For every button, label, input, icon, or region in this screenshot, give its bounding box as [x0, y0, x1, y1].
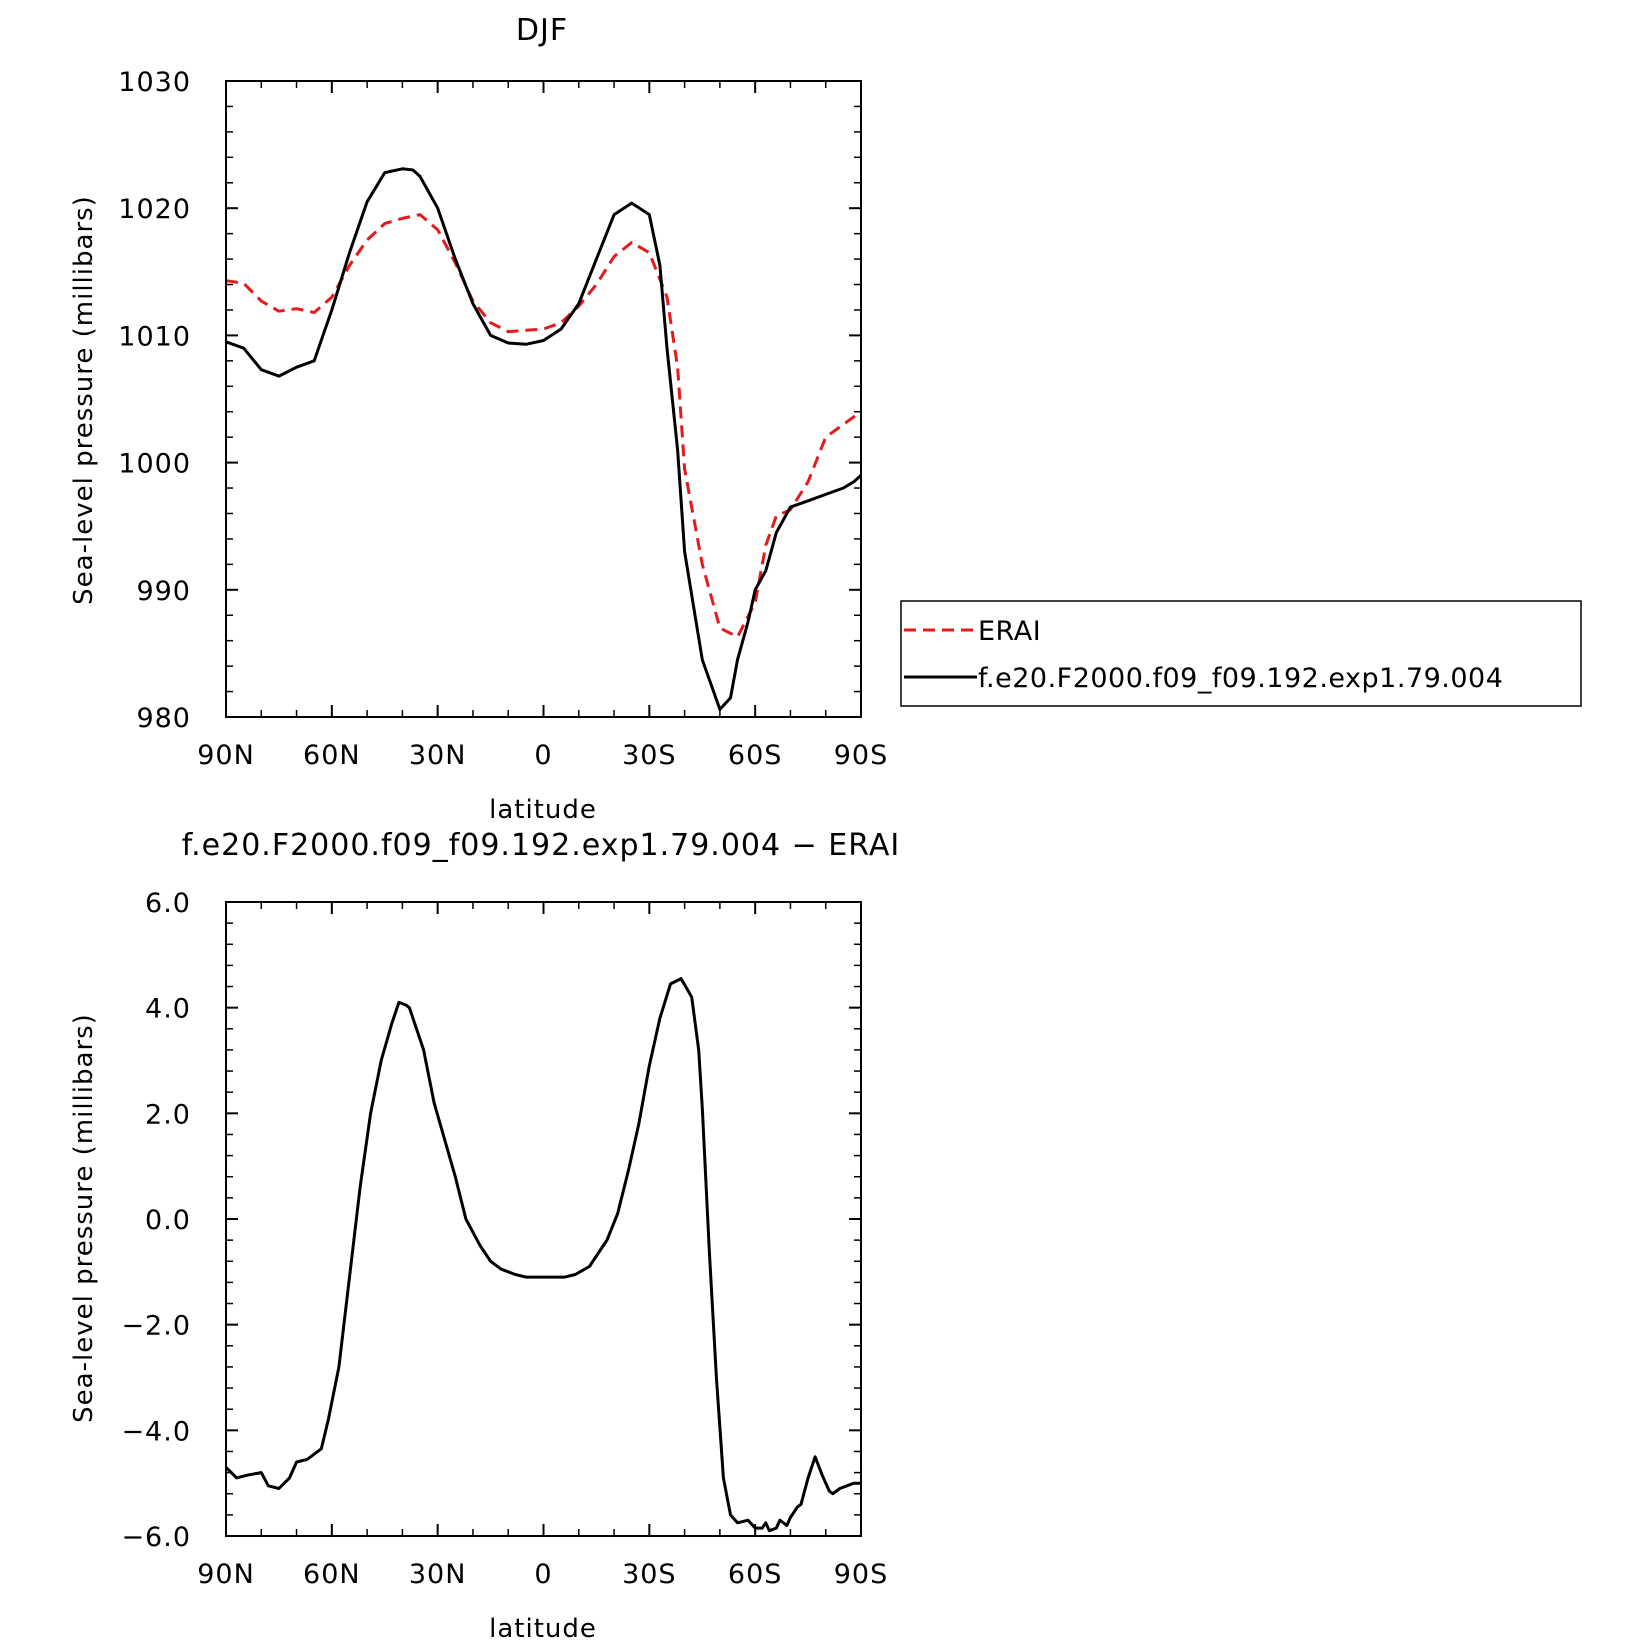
bottom-y-tick-label: −2.0 [121, 1311, 191, 1342]
bottom-y-tick-label: 4.0 [145, 994, 191, 1025]
top-x-tick-label: 0 [534, 740, 552, 771]
bottom-x-tick-label: 60N [303, 1559, 361, 1590]
bottom-series-layer [224, 977, 861, 1533]
top-x-axis-label: latitude [489, 795, 597, 825]
legend-label-erai: ERAI [978, 616, 1041, 647]
bottom-x-tick-label: 30S [622, 1559, 677, 1590]
top-x-tick-label: 30N [409, 740, 467, 771]
bottom-x-tick-label: 30N [409, 1559, 467, 1590]
bottom-x-axis-label: latitude [489, 1614, 597, 1641]
bottom-tick-layer: 90N 60N 30N 0 30S 60S 90S −6.0 −4.0 −2.0 0.0 2.0 4.0… [121, 888, 889, 1590]
top-y-tick-label: 1020 [118, 194, 191, 225]
bottom-plot-frame [225, 901, 862, 1537]
bottom-series-1-line [224, 977, 861, 1533]
bottom-x-tick-label: 90N [197, 1559, 255, 1590]
legend-label-model: f.e20.F2000.f09_f09.192.exp1.79.004 [978, 663, 1503, 694]
top-x-tick-label: 30S [622, 740, 677, 771]
top-x-tick-label: 90S [834, 740, 889, 771]
top-y-tick-label: 980 [136, 703, 191, 734]
bottom-x-tick-label: 60S [728, 1559, 783, 1590]
top-title: DJF [516, 13, 568, 48]
bottom-y-tick-label: 0.0 [145, 1205, 191, 1236]
bottom-title: f.e20.F2000.f09_f09.192.exp1.79.004 − ER… [182, 828, 901, 863]
top-plot-frame [225, 80, 862, 718]
top-x-tick-label: 60S [728, 740, 783, 771]
bottom-y-axis-label: Sea-level pressure (millibars) [69, 1013, 99, 1423]
top-series-2-line [225, 167, 863, 711]
top-panel: DJF 90N 60N 30N 0 30S 60S 90S 980 990 1000 1010 102… [69, 13, 1582, 825]
bottom-y-tick-label: −4.0 [121, 1416, 191, 1447]
top-tick-layer: 90N 60N 30N 0 30S 60S 90S 980 990 1000 1010 1020 103… [118, 67, 889, 771]
top-y-tick-label: 1000 [118, 449, 191, 480]
top-y-tick-label: 990 [136, 576, 191, 607]
top-x-tick-label: 90N [197, 740, 255, 771]
top-y-tick-label: 1010 [118, 321, 191, 352]
top-y-axis-label: Sea-level pressure (millibars) [69, 195, 99, 605]
top-series-layer [225, 167, 863, 711]
legend: ERAI f.e20.F2000.f09_f09.192.exp1.79.004 [900, 600, 1582, 707]
top-x-tick-label: 60N [303, 740, 361, 771]
bottom-y-tick-label: 6.0 [145, 888, 191, 919]
bottom-y-tick-label: 2.0 [145, 1099, 191, 1130]
bottom-x-tick-label: 90S [834, 1559, 889, 1590]
legend-box [900, 600, 1582, 707]
bottom-x-tick-label: 0 [534, 1559, 552, 1590]
top-y-tick-label: 1030 [118, 67, 191, 98]
bottom-y-tick-label: −6.0 [121, 1522, 191, 1553]
bottom-panel: f.e20.F2000.f09_f09.192.exp1.79.004 − ER… [69, 828, 901, 1641]
